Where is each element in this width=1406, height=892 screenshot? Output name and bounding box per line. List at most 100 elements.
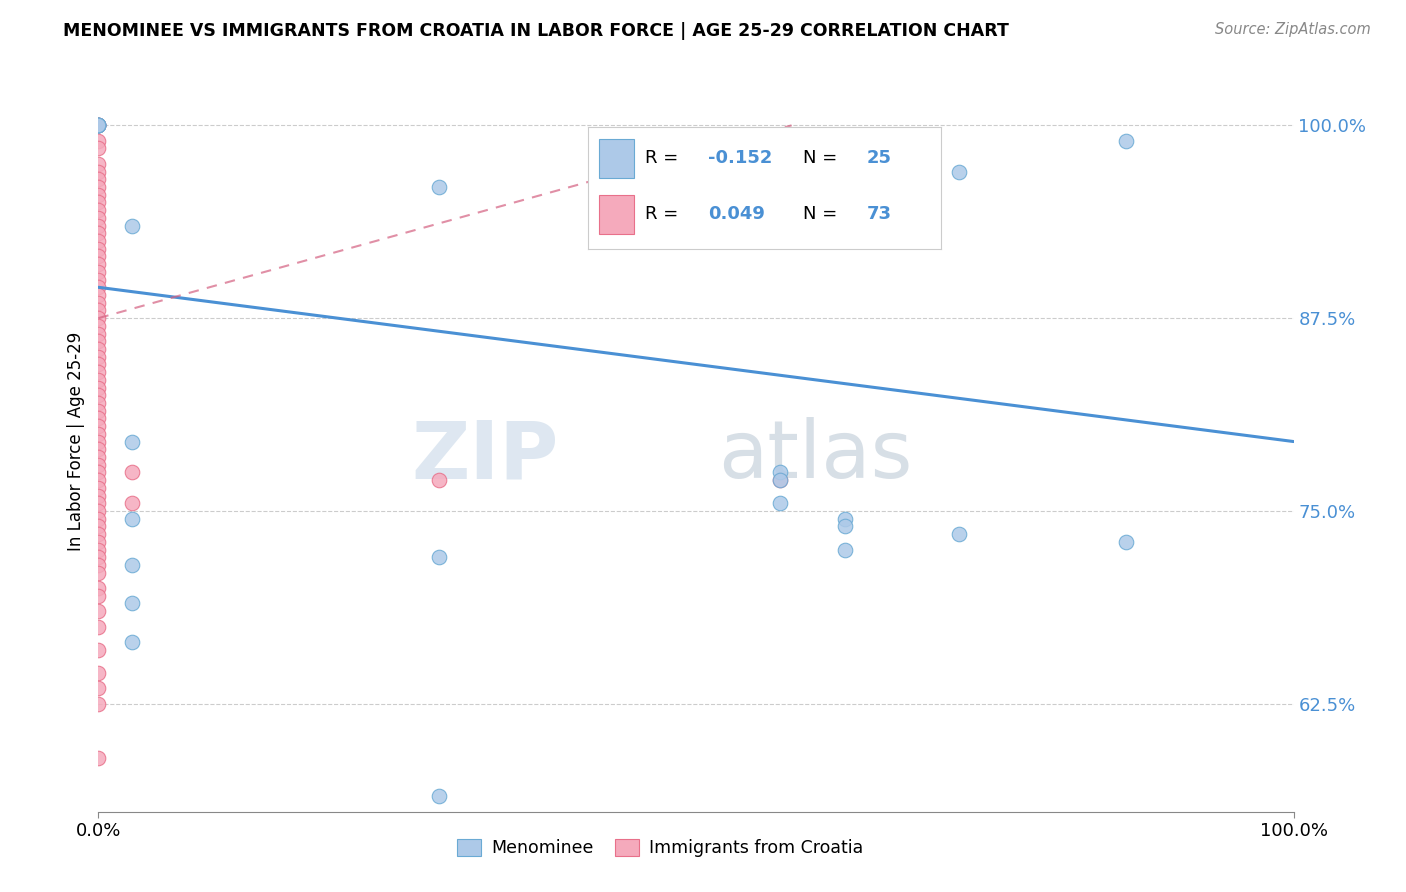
Point xyxy=(87,227,110,241)
Point xyxy=(1115,534,1137,549)
Point xyxy=(87,318,110,333)
Point xyxy=(87,119,110,133)
Point xyxy=(87,119,110,133)
Point xyxy=(87,334,110,349)
Point xyxy=(87,426,110,441)
Text: MENOMINEE VS IMMIGRANTS FROM CROATIA IN LABOR FORCE | AGE 25-29 CORRELATION CHAR: MENOMINEE VS IMMIGRANTS FROM CROATIA IN … xyxy=(63,22,1010,40)
Point xyxy=(87,119,110,133)
Point xyxy=(87,119,110,133)
Point xyxy=(87,172,110,186)
Point xyxy=(87,697,110,711)
Point xyxy=(87,219,110,233)
Point xyxy=(87,141,110,155)
Point xyxy=(768,473,790,487)
Point xyxy=(1115,134,1137,148)
Point xyxy=(87,257,110,271)
Point xyxy=(87,119,110,133)
Point xyxy=(87,411,110,425)
Point xyxy=(87,642,110,657)
Point xyxy=(87,365,110,379)
Point xyxy=(87,396,110,410)
Point xyxy=(87,380,110,394)
Point xyxy=(87,295,110,310)
Point xyxy=(87,134,110,148)
Point xyxy=(87,489,110,503)
Point xyxy=(87,511,110,525)
Point xyxy=(87,373,110,387)
Point xyxy=(121,597,143,611)
Point xyxy=(87,342,110,356)
Point xyxy=(87,119,110,133)
Point xyxy=(87,272,110,286)
Point xyxy=(87,403,110,417)
Point xyxy=(87,566,110,580)
Point xyxy=(121,558,143,572)
Point xyxy=(121,496,143,510)
Point xyxy=(87,496,110,510)
Point xyxy=(427,473,450,487)
Point xyxy=(87,534,110,549)
Point xyxy=(87,280,110,294)
Y-axis label: In Labor Force | Age 25-29: In Labor Force | Age 25-29 xyxy=(66,332,84,551)
Point xyxy=(87,442,110,457)
Text: atlas: atlas xyxy=(718,417,912,495)
Legend: Menominee, Immigrants from Croatia: Menominee, Immigrants from Croatia xyxy=(449,830,872,866)
Point xyxy=(121,466,143,480)
Point xyxy=(87,519,110,533)
Point xyxy=(87,473,110,487)
Point xyxy=(87,119,110,133)
Point xyxy=(87,581,110,595)
Point xyxy=(87,750,110,764)
Text: ZIP: ZIP xyxy=(412,417,558,495)
Point xyxy=(948,164,970,178)
Point xyxy=(768,496,790,510)
Point xyxy=(87,288,110,302)
Point xyxy=(121,219,143,233)
Point xyxy=(87,550,110,565)
Point xyxy=(948,527,970,541)
Point xyxy=(87,265,110,279)
Point xyxy=(87,119,110,133)
Point xyxy=(87,164,110,178)
Point xyxy=(87,119,110,133)
Point xyxy=(121,511,143,525)
Point xyxy=(87,466,110,480)
Point xyxy=(427,550,450,565)
Point xyxy=(87,604,110,618)
Point xyxy=(87,527,110,541)
Point xyxy=(121,635,143,649)
Point xyxy=(834,519,856,533)
Point xyxy=(87,180,110,194)
Point xyxy=(87,458,110,472)
Point xyxy=(87,234,110,248)
Point xyxy=(87,388,110,402)
Point xyxy=(87,542,110,557)
Point xyxy=(427,180,450,194)
Point xyxy=(87,350,110,364)
Point xyxy=(87,195,110,210)
Point xyxy=(87,450,110,464)
Point xyxy=(87,504,110,518)
Point xyxy=(121,434,143,449)
Point xyxy=(87,303,110,318)
Point xyxy=(87,249,110,264)
Text: Source: ZipAtlas.com: Source: ZipAtlas.com xyxy=(1215,22,1371,37)
Point xyxy=(87,358,110,372)
Point xyxy=(87,157,110,171)
Point xyxy=(87,481,110,495)
Point xyxy=(768,149,790,163)
Point xyxy=(87,589,110,603)
Point xyxy=(87,242,110,256)
Point xyxy=(87,558,110,572)
Point xyxy=(87,681,110,696)
Point xyxy=(87,665,110,680)
Point xyxy=(427,789,450,804)
Point xyxy=(87,326,110,341)
Point xyxy=(768,473,790,487)
Point xyxy=(87,211,110,225)
Point xyxy=(87,419,110,434)
Point xyxy=(87,203,110,218)
Point xyxy=(834,511,856,525)
Point xyxy=(87,434,110,449)
Point xyxy=(87,187,110,202)
